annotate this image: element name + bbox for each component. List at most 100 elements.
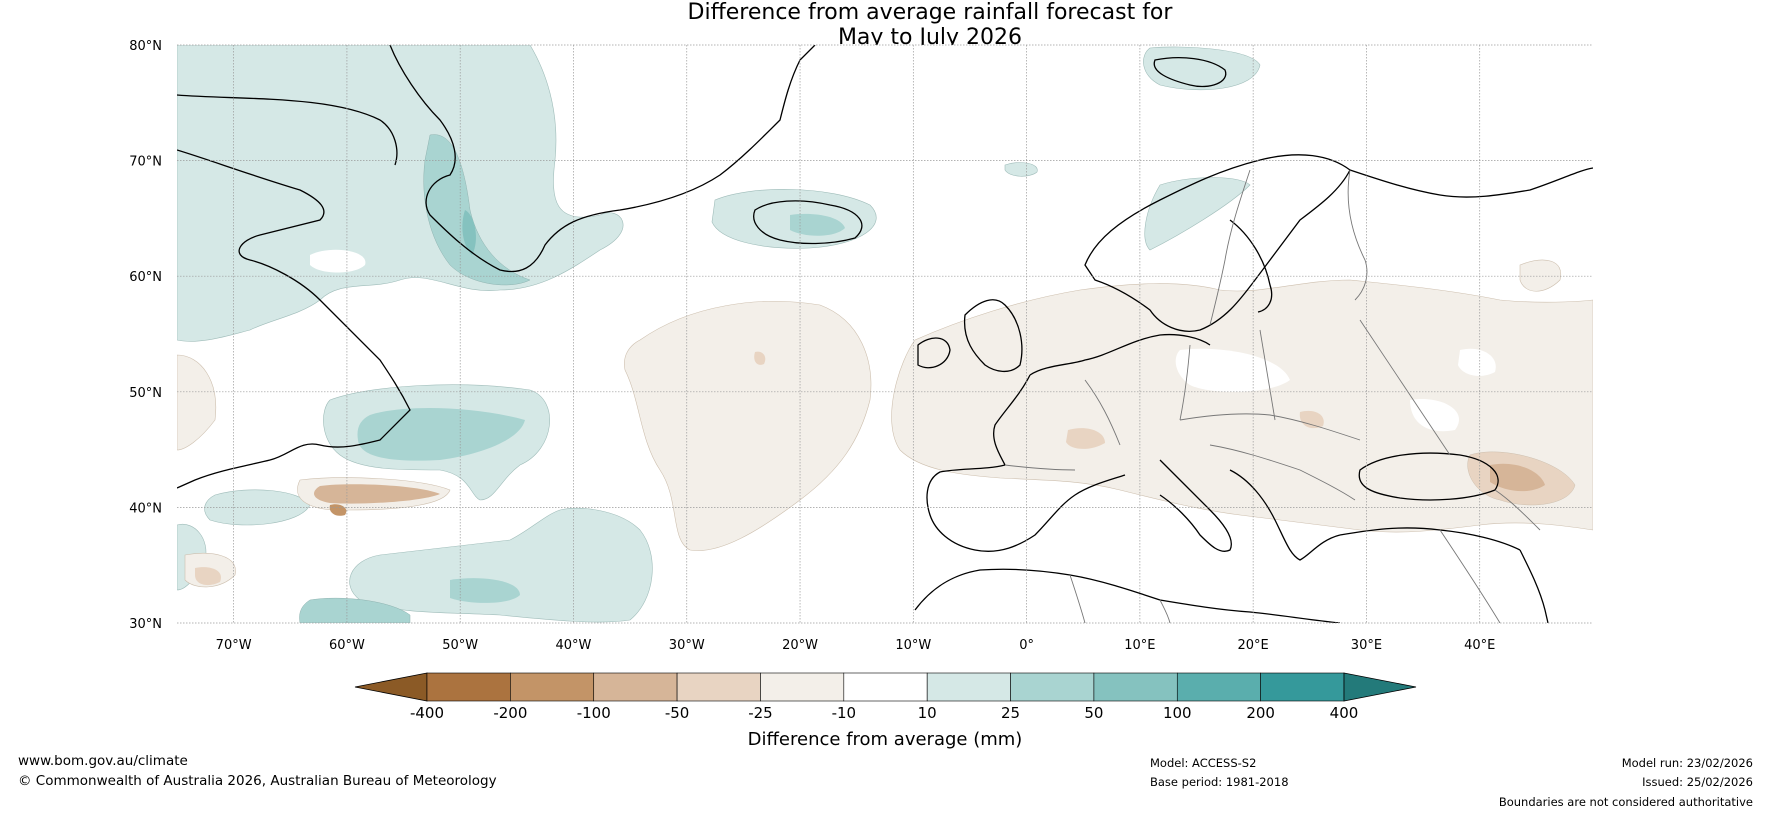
dry-anomaly-east [1519,259,1562,292]
base-period-text: Base period: 1981-2018 [1150,775,1289,789]
colorbar [354,672,1417,702]
wet-anomaly-greenland-inner [423,134,531,286]
map-plot-area [177,45,1593,623]
longitude-label: 20°W [782,638,818,653]
baffin-coast [177,149,411,489]
border-north-africa [1069,574,1171,623]
colorbar-tick-label: 50 [1084,704,1103,722]
colorbar-segment [1260,672,1345,702]
balkans-greece [1229,469,1341,561]
border-germany-poland [1179,344,1191,421]
longitude-label: 30°E [1351,638,1382,653]
longitude-label: 40°E [1464,638,1495,653]
latitude-label: 80°N [129,39,162,54]
longitude-label: 10°W [895,638,931,653]
dry-anomaly-south-west-core [195,567,221,586]
colorbar-extend-low [354,672,428,702]
colorbar-label: Difference from average (mm) [748,729,1023,750]
latitude-labels: 80°N 70°N 60°N 50°N 40°N 30°N [129,39,162,632]
latitude-label: 60°N [129,270,162,285]
dry-hole-black-sea [1410,399,1459,432]
dry-anomaly-europe-core-east [1299,410,1324,429]
latitude-label: 30°N [129,617,162,632]
colorbar-segment [760,672,845,702]
dry-hole-scandinavia-south [1175,348,1290,392]
wet-anomaly-mid-atlantic-core [450,578,520,603]
dry-anomaly-europe-core-west [1066,428,1105,449]
north-russia-coast [1349,167,1593,198]
colorbar-segment [510,672,595,702]
svalbard [1153,57,1227,88]
longitude-labels: 70°W 60°W 50°W 40°W 30°W 20°W 10°W 0° 10°E 20°E 30… [216,638,1496,653]
north-africa-coast [914,568,1341,623]
latitude-label: 40°N [129,501,162,516]
colorbar-segment [926,672,1011,702]
longitude-label: 40°W [556,638,592,653]
copyright-text: © Commonwealth of Australia 2026, Austra… [18,773,497,789]
longitude-label: 10°E [1124,638,1155,653]
greenland-coast [389,45,816,273]
colorbar-segment [676,672,761,702]
colorbar-tick-label: -100 [577,704,611,722]
longitude-label: 60°W [329,638,365,653]
wet-anomaly-greenland [177,45,624,342]
levant-coast [1519,549,1549,623]
italy [1159,459,1232,552]
latitude-label: 70°N [129,155,162,170]
border-balkans [1209,444,1356,501]
model-text: Model: ACCESS-S2 [1150,756,1257,770]
latitude-label: 50°N [129,386,162,401]
longitude-label: 30°W [669,638,705,653]
colorbar-tick-label: -200 [493,704,527,722]
gulf-of-bothnia [1229,219,1273,313]
colorbar-tick-label: 100 [1163,704,1192,722]
colorbar-segment [1093,672,1178,702]
iceland [753,200,863,245]
longitude-label: 0° [1019,638,1034,653]
wet-anomaly-greenland-core [462,210,476,255]
colorbar-tick-label: -400 [410,704,444,722]
dry-anomaly-europe [891,279,1593,533]
colorbar-segment [1010,672,1095,702]
border-turkey-east [1494,489,1541,531]
turkey-coast [1339,527,1521,551]
border-finland-russia [1347,169,1368,301]
british-isles [917,299,1023,373]
colorbar-tick-label: 400 [1330,704,1359,722]
colorbar-segment [426,672,511,702]
border-austria-hungary [1179,413,1361,441]
wet-anomaly-norway [1144,177,1251,251]
dry-hole-east-europe [1458,348,1496,376]
canada-north-coast [177,94,398,166]
western-europe-coast [926,333,1211,552]
border-france-germany [1084,379,1121,446]
scandinavia-coast [1084,154,1351,332]
colorbar-extend-high [1343,672,1417,702]
longitude-label: 20°E [1238,638,1269,653]
border-poland-belarus [1259,329,1276,421]
model-run-text: Model run: 23/02/2026 [1621,756,1753,770]
colorbar-tick-label: 10 [918,704,937,722]
colorbar-tick-label: 200 [1246,704,1275,722]
coastlines [177,45,1593,623]
colorbar-tick-label: -10 [832,704,857,722]
disclaimer-text: Boundaries are not considered authoritat… [1498,795,1753,809]
longitude-label: 50°W [442,638,478,653]
country-borders [1004,169,1541,623]
colorbar-tick-label: 25 [1001,704,1020,722]
dry-anomaly-east-atlantic [624,301,872,551]
title-line-1: Difference from average rainfall forecas… [687,0,1173,25]
wet-anomaly-iceland-core [790,213,845,236]
border-middle-east [1439,529,1501,623]
dry-hole-baffin [310,249,366,273]
border-norway-sweden [1209,169,1251,326]
website-link[interactable]: www.bom.gov.au/climate [18,753,188,769]
border-ukraine-russia [1359,319,1451,456]
colorbar-segment [1176,672,1261,702]
map-gridlines [177,44,1593,624]
colorbar-tick-labels: -400 -200 -100 -50 -25 -10 10 25 50 100 200 400 [410,704,1358,722]
issued-text: Issued: 25/02/2026 [1642,775,1753,789]
border-spain-france [1004,464,1076,471]
longitude-label: 70°W [216,638,252,653]
